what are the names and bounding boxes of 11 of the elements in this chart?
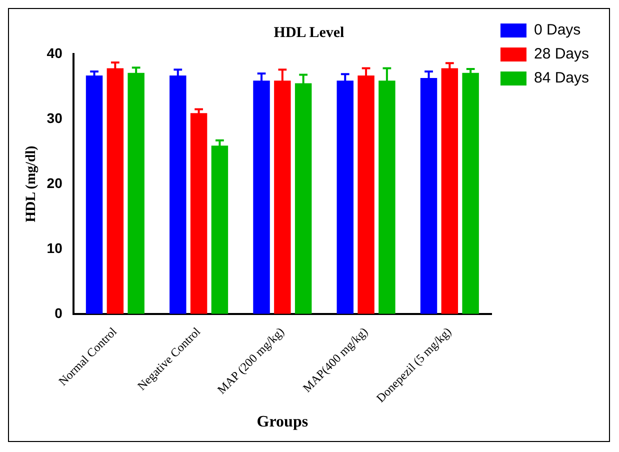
y-tick-label: 20 (46, 174, 63, 191)
x-axis-title: Groups (256, 414, 308, 431)
y-tick-label: 0 (54, 304, 63, 321)
y-tick-label: 30 (46, 110, 63, 126)
y-axis-title: HDL (mg/dl) (24, 145, 40, 222)
chart-title: HDL Level (274, 24, 344, 41)
legend-label: 0 Days (534, 22, 581, 39)
legend-label: 84 Days (534, 70, 590, 87)
y-tick-label: 10 (46, 240, 63, 256)
y-tick-label: 40 (46, 44, 63, 61)
legend-label: 28 Days (534, 46, 590, 63)
